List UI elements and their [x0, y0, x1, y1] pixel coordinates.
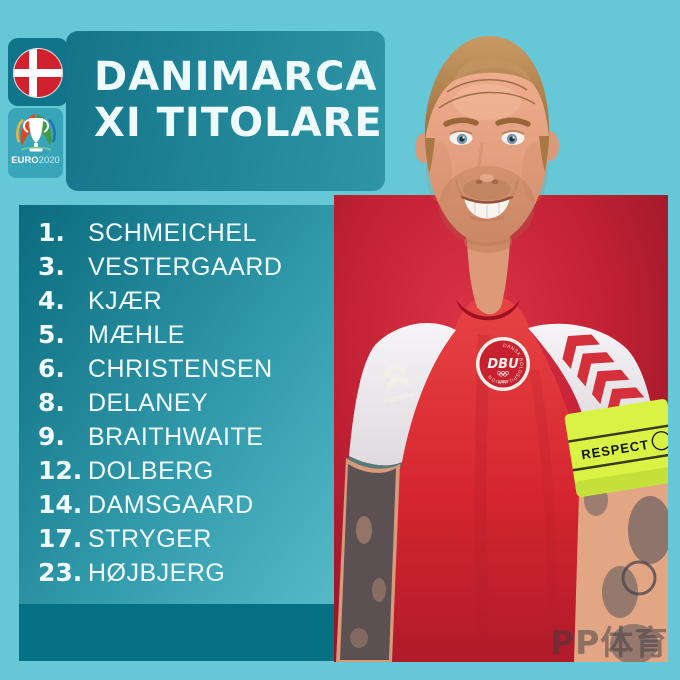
player-number: 12.: [38, 456, 83, 485]
sleeve-chevrons: [562, 334, 645, 422]
player-name: MÆHLE: [88, 321, 185, 349]
captain-armband: RESPECT: [564, 399, 668, 497]
pp-sports-watermark: PP体育: [550, 623, 669, 662]
dbu-crest: DANSK BOLDSPIL-UNION DBU 1889: [476, 337, 530, 391]
player-number: 1.: [38, 218, 65, 247]
player-name: DAMSGAARD: [88, 491, 254, 519]
denmark-flag-badge: [8, 38, 68, 106]
player-row: 17. STRYGER: [19, 522, 334, 556]
player-name: BRAITHWAITE: [88, 423, 264, 451]
left-eyebrow: [443, 117, 479, 127]
players-list: 1. SCHMEICHEL 3. VESTERGAARD 4. KJÆR 5. MÆHLE 6.…: [19, 216, 334, 590]
player-row: 1. SCHMEICHEL: [19, 216, 334, 250]
player-name: STRYGER: [88, 525, 212, 553]
player-number: 5.: [38, 320, 65, 349]
player-name: DOLBERG: [88, 457, 214, 485]
player-number: 23.: [38, 558, 83, 587]
player-number: 6.: [38, 354, 65, 383]
euro2020-trophy-icon: [15, 114, 56, 152]
player-number: 17.: [38, 524, 83, 553]
player-row: 14. DAMSGAARD: [19, 488, 334, 522]
player-row: 9. BRAITHWAITE: [19, 420, 334, 454]
title-banner: DANIMARCA XI TITOLARE: [66, 31, 385, 191]
player-row: 5. MÆHLE: [19, 318, 334, 352]
player-name: CHRISTENSEN: [88, 355, 273, 383]
denmark-flag-icon: [13, 48, 63, 98]
crest-year: 1889: [498, 379, 509, 384]
title-line-1: DANIMARCA: [94, 54, 378, 100]
face: [415, 36, 559, 246]
right-eyebrow: [495, 117, 531, 127]
players-panel: 1. SCHMEICHEL 3. VESTERGAARD 4. KJÆR 5. MÆHLE 6.…: [19, 205, 334, 604]
nose: [472, 141, 499, 185]
player-number: 9.: [38, 422, 65, 451]
player-row: 8. DELANEY: [19, 386, 334, 420]
player-photo-svg: RESPECT hummel DANSK BOLDSPIL-UNION DBU: [334, 36, 668, 662]
player-name: KJÆR: [88, 287, 163, 315]
panel-footer: [19, 604, 334, 661]
title-line-2: XI TITOLARE: [94, 100, 383, 146]
smile: [455, 179, 519, 222]
player-number: 4.: [38, 286, 65, 315]
euro2020-wordmark: EURO2020: [11, 156, 60, 166]
crest-initials: DBU: [487, 357, 519, 372]
player-row: 23. HØJBJERG: [19, 556, 334, 590]
player-row: 12. DOLBERG: [19, 454, 334, 488]
player-number: 3.: [38, 252, 65, 281]
player-name: DELANEY: [88, 389, 209, 417]
player-row: 4. KJÆR: [19, 284, 334, 318]
euro-word: EURO: [11, 155, 39, 166]
left-sleeve: [349, 322, 456, 466]
eyes: [449, 130, 525, 145]
euro-year: 2020: [38, 155, 60, 166]
player-name: VESTERGAARD: [88, 253, 283, 281]
right-sleeve: [528, 323, 654, 432]
player-name: SCHMEICHEL: [88, 219, 257, 247]
player-number: 14.: [38, 490, 83, 519]
hair: [424, 36, 550, 174]
player-name: HØJBJERG: [88, 559, 226, 587]
player-row: 3. VESTERGAARD: [19, 250, 334, 284]
collar: [456, 300, 520, 321]
player-row: 6. CHRISTENSEN: [19, 352, 334, 386]
jersey: [392, 296, 594, 662]
tattooed-left-arm: [336, 458, 400, 662]
player-photo: RESPECT hummel DANSK BOLDSPIL-UNION DBU: [334, 30, 668, 662]
euro2020-badge: EURO2020: [8, 108, 63, 178]
player-number: 8.: [38, 388, 65, 417]
